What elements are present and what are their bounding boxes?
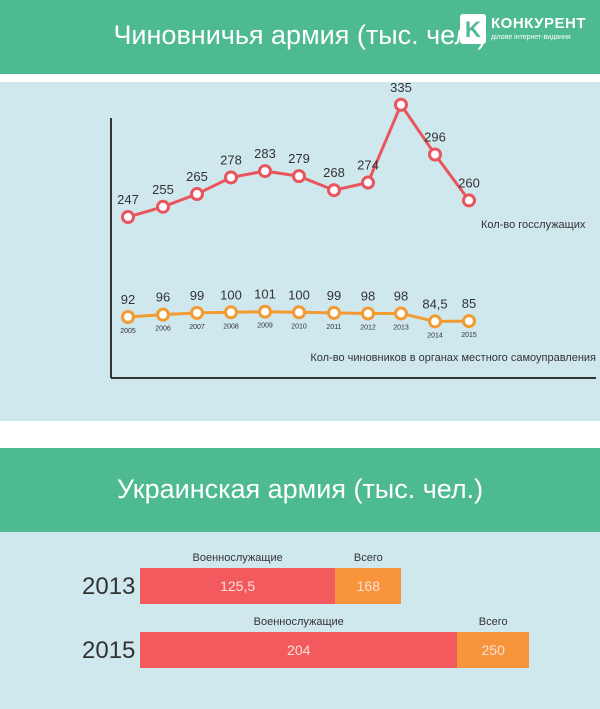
data-point-0-7 xyxy=(361,175,375,190)
x-tick-label-9: 2014 xyxy=(427,332,443,339)
data-label-1-1: 96 xyxy=(156,290,170,305)
x-tick-label-4: 2009 xyxy=(257,323,273,330)
x-tick-label-2: 2007 xyxy=(189,324,205,331)
x-tick-label-3: 2008 xyxy=(223,323,239,330)
data-label-1-6: 99 xyxy=(327,288,341,303)
data-label-0-3: 278 xyxy=(220,152,242,167)
logo-mark-icon: K xyxy=(460,14,486,44)
data-label-0-6: 268 xyxy=(323,165,345,180)
chart-title-army: Украинская армия (тыс. чел.) xyxy=(116,474,484,504)
data-label-0-5: 279 xyxy=(288,151,310,166)
data-point-0-3 xyxy=(224,170,238,185)
bar-caption-soldiers-1: Военнослужащие xyxy=(253,616,344,628)
data-point-1-6 xyxy=(327,305,341,320)
data-label-0-4: 283 xyxy=(254,146,276,161)
data-point-1-9 xyxy=(428,314,442,329)
data-point-1-4 xyxy=(258,304,272,319)
bar-chart-panel: 2013 125,5 168 Военнослужащие Всего 2015 204 25… xyxy=(0,532,600,709)
data-point-0-9 xyxy=(428,147,442,162)
data-label-0-8: 335 xyxy=(390,82,412,95)
data-label-0-7: 274 xyxy=(357,158,379,173)
data-point-0-5 xyxy=(292,169,306,184)
data-label-1-9: 84,5 xyxy=(422,296,447,311)
data-label-0-0: 247 xyxy=(117,192,139,207)
data-point-1-8 xyxy=(394,306,408,321)
data-label-0-2: 265 xyxy=(186,169,208,184)
data-label-1-10: 85 xyxy=(462,296,476,311)
line-chart: 247 255 265 278 283 279 268 274 335 296 260 92 96 99 1… xyxy=(110,80,596,379)
data-point-1-5 xyxy=(292,305,306,320)
data-point-0-6 xyxy=(327,183,341,198)
data-point-1-3 xyxy=(224,305,238,320)
bar-caption-total-1: Всего xyxy=(478,616,508,628)
data-label-1-8: 98 xyxy=(394,288,408,303)
data-label-1-5: 100 xyxy=(288,287,310,302)
x-tick-label-8: 2013 xyxy=(393,324,409,331)
data-point-0-2 xyxy=(190,187,204,202)
x-tick-label-7: 2012 xyxy=(360,324,376,331)
bar-caption-soldiers-0: Военнослужащие xyxy=(192,552,283,564)
bar-segment-soldiers-1: 204 xyxy=(140,632,458,668)
bar-segment-soldiers-0: 125,5 xyxy=(140,568,336,604)
bar-caption-total-0: Всего xyxy=(353,552,383,564)
x-tick-label-10: 2015 xyxy=(461,332,477,339)
data-point-1-1 xyxy=(156,307,170,322)
data-point-0-0 xyxy=(121,210,135,224)
data-label-1-7: 98 xyxy=(361,288,375,303)
x-tick-label-6: 2011 xyxy=(326,324,341,331)
chart-title-officials: Чиновничья армия (тыс. чел.) xyxy=(113,20,487,50)
bar-category-label-1: 2015 xyxy=(82,637,136,664)
bar-segment-total-1: 250 xyxy=(457,632,529,668)
data-label-1-4: 101 xyxy=(254,287,276,302)
data-point-1-10 xyxy=(462,314,476,329)
data-label-1-0: 92 xyxy=(121,292,135,307)
x-tick-label-5: 2010 xyxy=(291,323,307,330)
logo-name: КОНКУРЕНТ xyxy=(491,15,587,32)
series-name-0: Кол-во госслужащих xyxy=(481,219,586,231)
line-chart-panel: 247 255 265 278 283 279 268 274 335 296 260 92 96 99 1… xyxy=(0,80,600,421)
bar-segment-total-0: 168 xyxy=(335,568,402,604)
data-label-0-9: 296 xyxy=(424,130,446,145)
data-point-0-1 xyxy=(156,199,170,214)
data-point-1-2 xyxy=(190,305,204,320)
data-point-0-8 xyxy=(394,97,408,112)
header-band-army: Украинская армия (тыс. чел.) xyxy=(0,448,600,532)
data-point-0-10 xyxy=(462,193,476,208)
bar-category-label-0: 2013 xyxy=(82,573,136,600)
logo-tagline: ділове інтернет-видання xyxy=(491,34,571,41)
series-name-1: Кол-во чиновников в органах местного сам… xyxy=(310,352,596,364)
x-tick-label-1: 2006 xyxy=(155,326,171,333)
header-band-officials: Чиновничья армия (тыс. чел.) K КОНКУРЕНТ… xyxy=(0,0,600,74)
data-label-1-2: 99 xyxy=(190,288,204,303)
data-label-1-3: 100 xyxy=(220,287,242,302)
x-tick-label-0: 2005 xyxy=(120,328,136,335)
data-label-0-10: 260 xyxy=(458,175,480,190)
data-label-0-1: 255 xyxy=(152,182,174,197)
data-point-1-7 xyxy=(361,306,375,321)
konkurent-logo: K КОНКУРЕНТ ділове інтернет-видання xyxy=(460,14,586,46)
data-point-1-0 xyxy=(121,310,135,324)
data-point-0-4 xyxy=(258,164,272,179)
